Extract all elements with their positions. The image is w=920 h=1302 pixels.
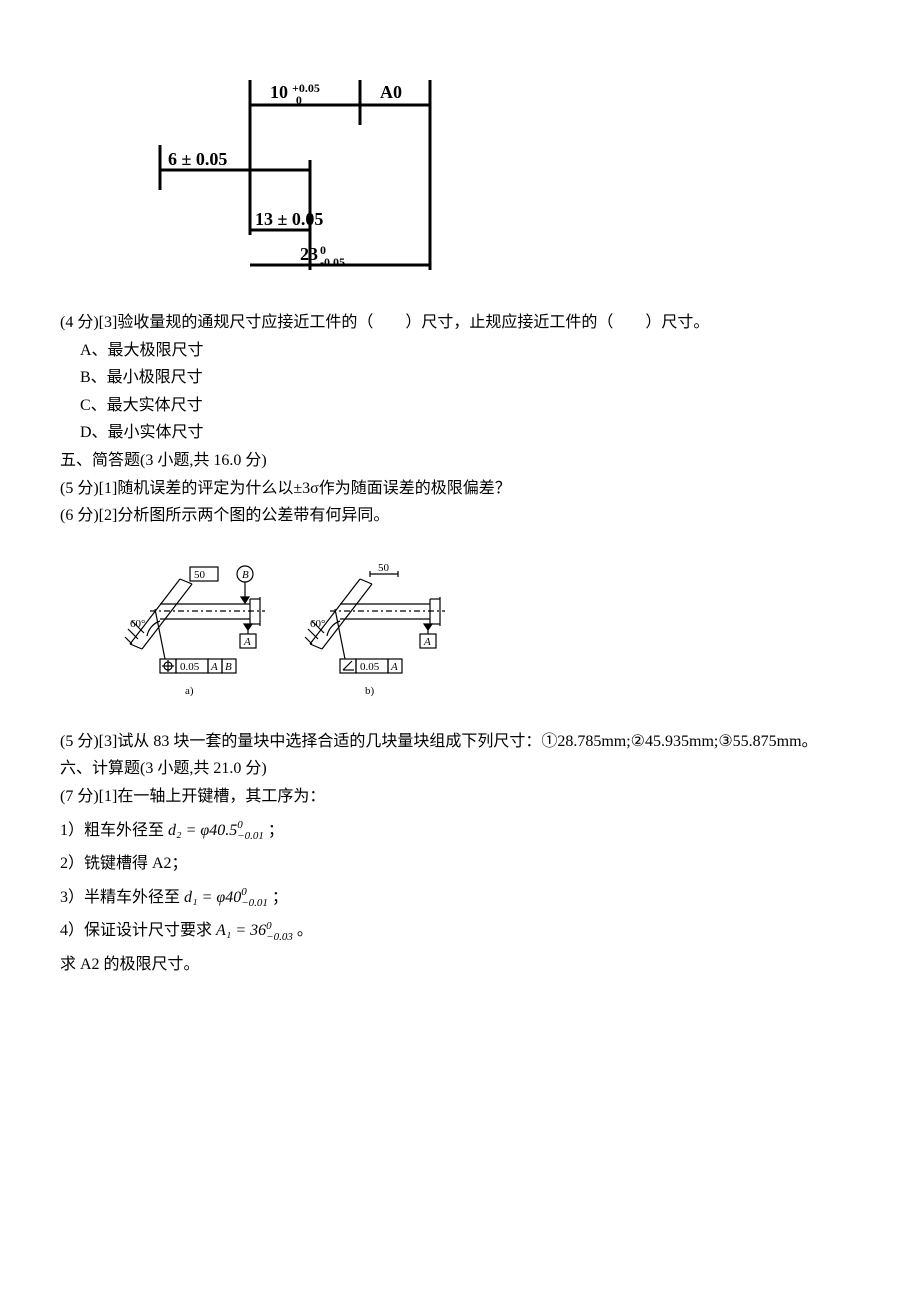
q4-3-text: (4 分)[3]验收量规的通规尺寸应接近工件的（ ）尺寸，止规应接近工件的（ ）… bbox=[60, 310, 860, 336]
tol-ref-b: A bbox=[390, 661, 398, 673]
step1-math: d₂ = φ40.5 bbox=[168, 822, 237, 839]
step1-sub: −0.01 bbox=[237, 830, 264, 842]
step4: 4）保证设计尺寸要求 A₁ = 360−0.03 。 bbox=[60, 918, 860, 944]
angle-a: 60° bbox=[130, 618, 145, 630]
tol-val-a: 0.05 bbox=[180, 661, 200, 673]
datum-b-label: B bbox=[242, 569, 249, 581]
step1: 1）粗车外径至 d₂ = φ40.50−0.01 ； bbox=[60, 818, 860, 844]
step4-pre: 4）保证设计尺寸要求 bbox=[60, 922, 212, 939]
step3-sub: −0.01 bbox=[241, 897, 268, 909]
section5-q3: (5 分)[3]试从 83 块一套的量块中选择合适的几块量块组成下列尺寸：①28… bbox=[60, 729, 860, 755]
step3: 3）半精车外径至 d₁ = φ400−0.01 ； bbox=[60, 885, 860, 911]
section5-header: 五、简答题(3 小题,共 16.0 分) bbox=[60, 448, 860, 474]
step3-math: d₁ = φ40 bbox=[184, 889, 241, 906]
step4-math: A₁ = 36 bbox=[216, 922, 266, 939]
step2: 2）铣键槽得 A2； bbox=[60, 851, 860, 877]
step4-sub: −0.03 bbox=[266, 931, 293, 943]
step1-post: ； bbox=[268, 822, 284, 839]
step3-pre: 3）半精车外径至 bbox=[60, 889, 180, 906]
datum-a-label-a: A bbox=[243, 636, 251, 648]
step1-pre: 1）粗车外径至 bbox=[60, 822, 164, 839]
option-a: A、最大极限尺寸 bbox=[80, 338, 860, 364]
option-c: C、最大实体尺寸 bbox=[80, 393, 860, 419]
dim-10: 10+0.050 bbox=[270, 81, 320, 107]
dim-a0: A0 bbox=[380, 82, 402, 102]
dim-6: 6 ± 0.05 bbox=[168, 149, 227, 169]
section5-q1: (5 分)[1]随机误差的评定为什么以±3σ作为随面误差的极限偏差？ bbox=[60, 476, 860, 502]
dim-13: 13 ± 0.05 bbox=[255, 209, 323, 229]
step3-post: ； bbox=[272, 889, 288, 906]
section6-header: 六、计算题(3 小题,共 21.0 分) bbox=[60, 756, 860, 782]
datum-a-label-b: A bbox=[423, 636, 431, 648]
tol-ref-a2: B bbox=[225, 661, 232, 673]
dim-50-b: 50 bbox=[378, 562, 390, 574]
section5-q2: (6 分)[2]分析图所示两个图的公差带有何异同。 bbox=[60, 503, 860, 529]
label-a: a) bbox=[185, 685, 194, 697]
label-b: b) bbox=[365, 685, 375, 697]
tol-val-b: 0.05 bbox=[360, 661, 380, 673]
tol-ref-a1: A bbox=[210, 661, 218, 673]
option-b: B、最小极限尺寸 bbox=[80, 365, 860, 391]
tolerance-comparison-diagram: 50 B A 60° 0.05 A B a) 50 A 60° 0.05 A b… bbox=[100, 549, 860, 709]
section6-q1-intro: (7 分)[1]在一轴上开键槽，其工序为： bbox=[60, 784, 860, 810]
step4-post: 。 bbox=[297, 922, 313, 939]
section6-final: 求 A2 的极限尺寸。 bbox=[60, 952, 860, 978]
option-d: D、最小实体尺寸 bbox=[80, 420, 860, 446]
angle-b: 60° bbox=[310, 618, 325, 630]
dimension-chain-diagram: 10+0.050 A0 6 ± 0.05 13 ± 0.05 230-0.05 bbox=[140, 60, 860, 290]
dim-50-a: 50 bbox=[194, 569, 206, 581]
